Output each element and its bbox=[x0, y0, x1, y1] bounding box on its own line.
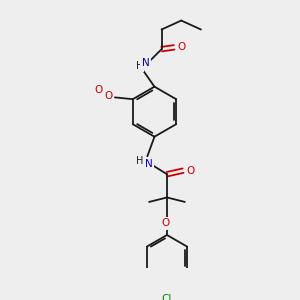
Text: N: N bbox=[145, 158, 153, 169]
Text: Cl: Cl bbox=[162, 294, 172, 300]
Text: O: O bbox=[186, 166, 194, 176]
Text: O: O bbox=[177, 42, 185, 52]
Text: O: O bbox=[95, 85, 103, 95]
Text: O: O bbox=[105, 91, 113, 100]
Text: H: H bbox=[136, 156, 144, 166]
Text: N: N bbox=[142, 58, 149, 68]
Text: H: H bbox=[136, 61, 143, 71]
Text: O: O bbox=[161, 218, 169, 228]
